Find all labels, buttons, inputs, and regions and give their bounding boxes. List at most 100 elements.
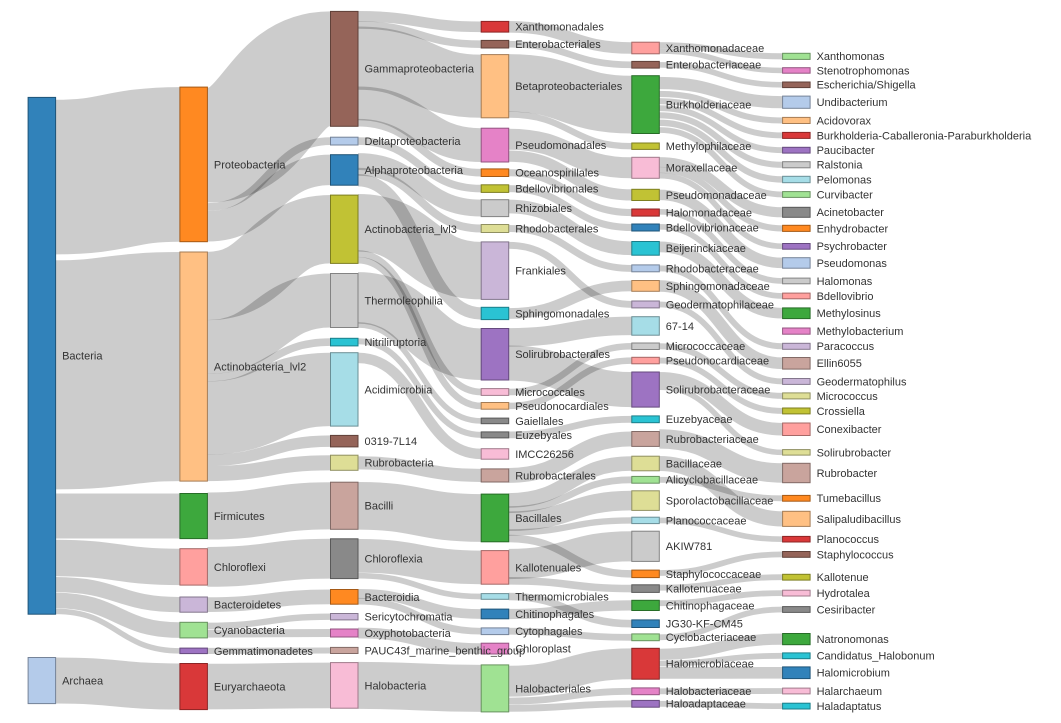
svg-text:Rhodobacterales: Rhodobacterales xyxy=(515,223,599,235)
svg-text:Crossiella: Crossiella xyxy=(817,406,866,418)
svg-text:Rubrobacteria: Rubrobacteria xyxy=(365,458,435,470)
svg-text:Stenotrophomonas: Stenotrophomonas xyxy=(817,65,910,77)
svg-text:Halobacteriaceae: Halobacteriaceae xyxy=(666,686,752,698)
svg-text:Gaiellales: Gaiellales xyxy=(515,416,564,428)
svg-text:Acidovorax: Acidovorax xyxy=(817,115,872,127)
svg-text:Haladaptatus: Haladaptatus xyxy=(817,701,882,713)
svg-text:Bdellovibrionaceae: Bdellovibrionaceae xyxy=(666,222,759,234)
svg-text:Sporolactobacillaceae: Sporolactobacillaceae xyxy=(666,495,774,507)
svg-text:Geodermatophilaceae: Geodermatophilaceae xyxy=(666,299,774,311)
svg-text:Chitinophagales: Chitinophagales xyxy=(515,609,594,621)
svg-text:Halomicrobiaceae: Halomicrobiaceae xyxy=(666,659,754,671)
svg-text:PAUC43f_marine_benthic_group: PAUC43f_marine_benthic_group xyxy=(365,645,526,657)
svg-text:Rhizobiales: Rhizobiales xyxy=(515,203,572,215)
svg-text:Frankiales: Frankiales xyxy=(515,265,566,277)
svg-text:Chitinophagaceae: Chitinophagaceae xyxy=(666,600,755,612)
svg-text:Kallotenuales: Kallotenuales xyxy=(515,562,582,574)
svg-text:Xanthomonadaceae: Xanthomonadaceae xyxy=(666,43,764,55)
svg-text:Cesiribacter: Cesiribacter xyxy=(817,604,876,616)
svg-text:Planococcaceae: Planococcaceae xyxy=(666,515,747,527)
svg-text:Xanthomonadales: Xanthomonadales xyxy=(515,22,604,34)
svg-text:Halobacteriales: Halobacteriales xyxy=(515,683,591,695)
svg-text:Ellin6055: Ellin6055 xyxy=(817,358,862,370)
svg-text:Halomonadaceae: Halomonadaceae xyxy=(666,207,752,219)
svg-text:Beijerinckiaceae: Beijerinckiaceae xyxy=(666,243,746,255)
svg-text:Bdellovibrionales: Bdellovibrionales xyxy=(515,183,599,195)
svg-text:67-14: 67-14 xyxy=(666,321,694,333)
svg-text:Micrococcus: Micrococcus xyxy=(817,391,879,403)
svg-text:Pseudonocardiaceae: Pseudonocardiaceae xyxy=(666,355,769,367)
svg-text:Sericytochromatia: Sericytochromatia xyxy=(365,612,454,624)
svg-text:Candidatus_Halobonum: Candidatus_Halobonum xyxy=(817,651,935,663)
svg-text:Pseudomonadales: Pseudomonadales xyxy=(515,140,607,152)
svg-text:Acinetobacter: Acinetobacter xyxy=(817,207,885,219)
svg-text:Sphingomonadales: Sphingomonadales xyxy=(515,308,610,320)
svg-text:Natronomonas: Natronomonas xyxy=(817,634,890,646)
svg-text:Tumebacillus: Tumebacillus xyxy=(817,493,882,505)
svg-text:Sphingomonadaceae: Sphingomonadaceae xyxy=(666,281,770,293)
svg-text:Gemmatimonadetes: Gemmatimonadetes xyxy=(214,646,314,658)
svg-text:Bacillales: Bacillales xyxy=(515,513,562,525)
svg-text:Rhodobacteraceae: Rhodobacteraceae xyxy=(666,263,759,275)
svg-text:Bacteroidetes: Bacteroidetes xyxy=(214,599,282,611)
svg-text:Chloroplast: Chloroplast xyxy=(515,643,571,655)
svg-text:Gammaproteobacteria: Gammaproteobacteria xyxy=(365,64,475,76)
svg-text:Betaproteobacteriales: Betaproteobacteriales xyxy=(515,81,623,93)
svg-text:Enterobacteriaceae: Enterobacteriaceae xyxy=(666,60,761,72)
svg-text:Escherichia/Shigella: Escherichia/Shigella xyxy=(817,80,917,92)
svg-text:Actinobacteria_lvl2: Actinobacteria_lvl2 xyxy=(214,361,306,373)
svg-text:Enhydrobacter: Enhydrobacter xyxy=(817,223,889,235)
svg-text:Halomicrobium: Halomicrobium xyxy=(817,668,890,680)
svg-text:Planococcus: Planococcus xyxy=(817,534,880,546)
svg-text:Methylophilaceae: Methylophilaceae xyxy=(666,141,752,153)
svg-text:Bdellovibrio: Bdellovibrio xyxy=(817,291,874,303)
svg-text:Conexibacter: Conexibacter xyxy=(817,424,882,436)
svg-text:Thermomicrobiales: Thermomicrobiales xyxy=(515,591,609,603)
svg-text:Acidimicrobiia: Acidimicrobiia xyxy=(365,384,434,396)
svg-text:Staphylococcaceae: Staphylococcaceae xyxy=(666,569,761,581)
svg-text:Solirubrobacter: Solirubrobacter xyxy=(817,447,892,459)
svg-text:Halobacteria: Halobacteria xyxy=(365,680,428,692)
svg-text:Micrococcales: Micrococcales xyxy=(515,387,585,399)
svg-text:Rubrobacter: Rubrobacter xyxy=(817,468,878,480)
svg-text:Moraxellaceae: Moraxellaceae xyxy=(666,163,738,175)
svg-text:Thermoleophilia: Thermoleophilia xyxy=(365,295,444,307)
svg-text:Salipaludibacillus: Salipaludibacillus xyxy=(817,514,902,526)
svg-text:Pseudomonadaceae: Pseudomonadaceae xyxy=(666,190,767,202)
svg-text:AKIW781: AKIW781 xyxy=(666,541,712,553)
svg-text:Cyclobacteriaceae: Cyclobacteriaceae xyxy=(666,632,757,644)
svg-text:Chloroflexia: Chloroflexia xyxy=(365,554,424,566)
svg-text:Halomonas: Halomonas xyxy=(817,276,873,288)
svg-text:Haloadaptaceae: Haloadaptaceae xyxy=(666,699,746,711)
svg-text:Ralstonia: Ralstonia xyxy=(817,160,864,172)
svg-text:Actinobacteria_lvl3: Actinobacteria_lvl3 xyxy=(365,224,457,236)
svg-text:Undibacterium: Undibacterium xyxy=(817,97,888,109)
svg-text:Bacteria: Bacteria xyxy=(62,351,103,363)
svg-text:Euryarchaeota: Euryarchaeota xyxy=(214,681,286,693)
svg-text:Burkholderiaceae: Burkholderiaceae xyxy=(666,99,752,111)
svg-text:Paracoccus: Paracoccus xyxy=(817,341,875,353)
svg-text:Euzebyaceae: Euzebyaceae xyxy=(666,414,733,426)
svg-text:Xanthomonas: Xanthomonas xyxy=(817,51,885,63)
svg-text:Euzebyales: Euzebyales xyxy=(515,430,572,442)
svg-text:Alicyclobacillaceae: Alicyclobacillaceae xyxy=(666,475,758,487)
svg-text:Paucibacter: Paucibacter xyxy=(817,145,875,157)
svg-text:Firmicutes: Firmicutes xyxy=(214,511,265,523)
svg-text:Pseudomonas: Pseudomonas xyxy=(817,258,888,270)
svg-text:Methylobacterium: Methylobacterium xyxy=(817,326,904,338)
svg-text:Kallotenue: Kallotenue xyxy=(817,572,869,584)
svg-text:Proteobacteria: Proteobacteria xyxy=(214,159,286,171)
svg-text:Halarchaeum: Halarchaeum xyxy=(817,686,882,698)
svg-text:Nitriliruptoria: Nitriliruptoria xyxy=(365,337,428,349)
svg-text:Rubrobacterales: Rubrobacterales xyxy=(515,470,596,482)
svg-text:Psychrobacter: Psychrobacter xyxy=(817,241,888,253)
svg-text:Staphylococcus: Staphylococcus xyxy=(817,549,895,561)
svg-text:Solirubrobacterales: Solirubrobacterales xyxy=(515,349,610,361)
svg-text:Bacilli: Bacilli xyxy=(365,501,394,513)
svg-text:Curvibacter: Curvibacter xyxy=(817,189,874,201)
svg-text:Hydrotalea: Hydrotalea xyxy=(817,588,871,600)
svg-text:Rubrobacteriaceae: Rubrobacteriaceae xyxy=(666,434,759,446)
svg-text:Solirubrobacteraceae: Solirubrobacteraceae xyxy=(666,384,771,396)
svg-text:Methylosinus: Methylosinus xyxy=(817,308,882,320)
svg-text:Bacillaceae: Bacillaceae xyxy=(666,458,722,470)
